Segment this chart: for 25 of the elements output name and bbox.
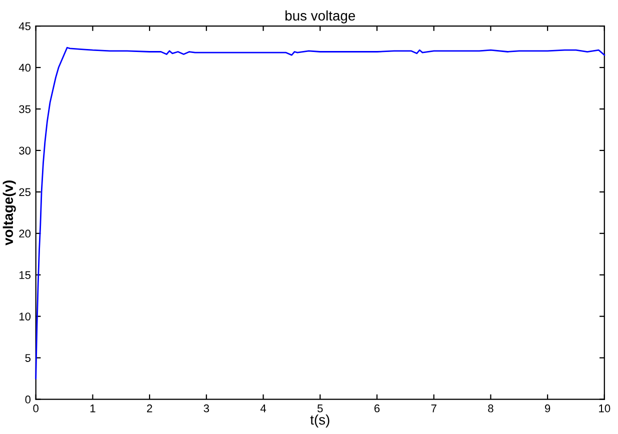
y-tick-label: 10 <box>19 312 31 320</box>
x-tick-label: 6 <box>374 404 380 412</box>
x-tick-label: 4 <box>260 404 266 412</box>
x-tick-label: 0 <box>33 404 38 412</box>
x-tick-label: 2 <box>147 404 152 412</box>
x-tick-label: 7 <box>431 404 436 412</box>
line-series <box>35 46 606 380</box>
chart-title: bus voltage <box>286 10 356 24</box>
y-tick-label: 25 <box>19 188 31 196</box>
x-tick-label: 1 <box>90 404 96 412</box>
y-tick-label: 45 <box>18 22 31 30</box>
y-axis-title: voltage(v) <box>2 180 16 246</box>
y-tick-label: 35 <box>19 105 31 114</box>
y-tick-label: 20 <box>19 230 31 238</box>
x-tick-label: 5 <box>317 404 323 412</box>
x-tick-label: 10 <box>599 404 610 412</box>
y-tick-label: 40 <box>18 64 31 72</box>
x-tick-label: 8 <box>488 404 494 412</box>
y-tick-label: 30 <box>19 146 31 155</box>
y-tick-label: 5 <box>25 354 31 362</box>
x-axis-title: t(s) <box>310 414 330 428</box>
y-tick-label: 15 <box>19 271 31 279</box>
x-tick-label: 9 <box>544 404 550 412</box>
x-tick-label: 3 <box>204 404 210 412</box>
y-tick-label: 0 <box>25 396 31 404</box>
